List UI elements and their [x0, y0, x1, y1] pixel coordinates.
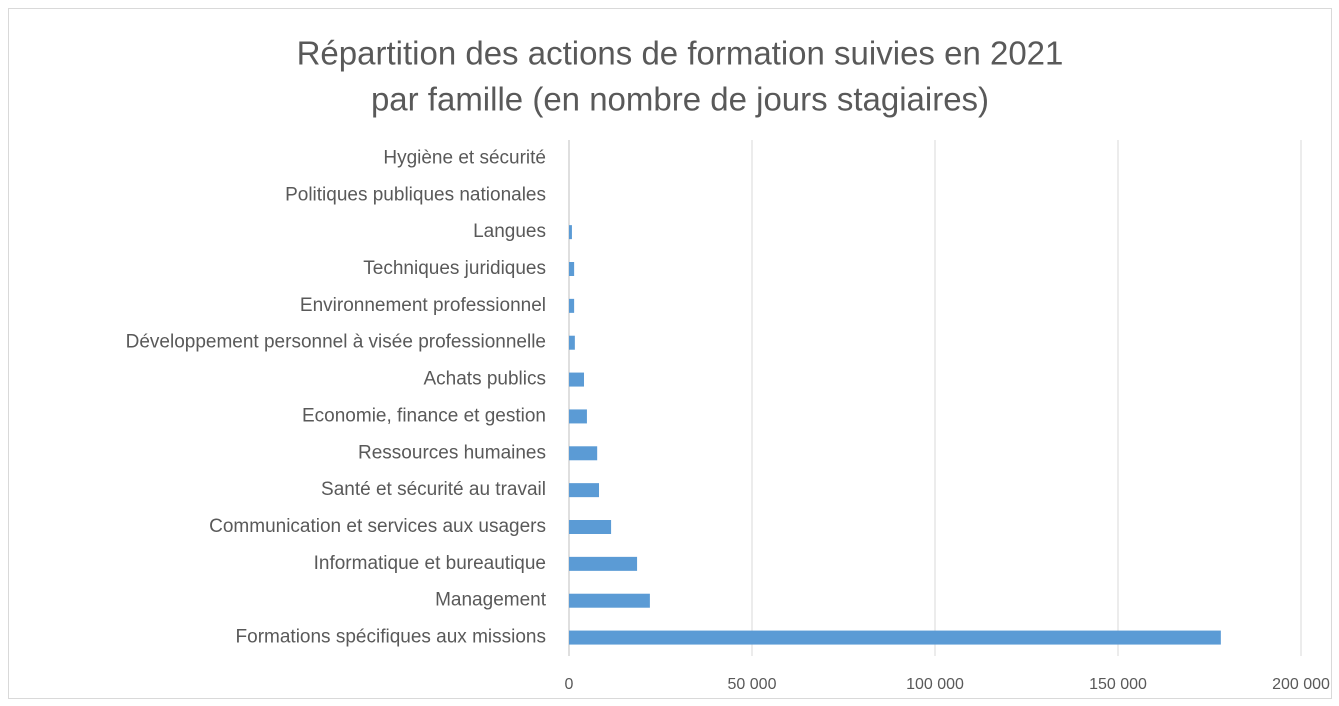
x-tick-label: 100 000: [906, 676, 964, 693]
x-tick-label: 200 000: [1272, 676, 1330, 693]
bar: [569, 483, 600, 498]
x-tick-label: 0: [565, 676, 574, 693]
y-tick-label: Management: [435, 590, 547, 611]
y-tick-label: Langues: [473, 221, 546, 242]
bar: [569, 262, 575, 276]
y-tick-label: Hygiène et sécurité: [383, 147, 546, 168]
bar: [569, 409, 587, 424]
chart-border: [8, 8, 1332, 699]
y-tick-label: Formations spécifiques aux missions: [236, 627, 546, 648]
bar: [569, 298, 575, 313]
y-tick-label: Développement personnel à visée professi…: [126, 332, 546, 353]
bar: [569, 630, 1221, 645]
y-tick-label: Economie, finance et gestion: [302, 405, 546, 426]
y-tick-label: Techniques juridiques: [363, 258, 546, 279]
bar: [569, 593, 650, 608]
bar: [569, 520, 612, 534]
chart-title: par famille (en nombre de jours stagiair…: [371, 81, 989, 118]
x-tick-label: 50 000: [728, 676, 777, 693]
bar: [569, 556, 638, 571]
y-tick-label: Ressources humaines: [358, 442, 546, 463]
y-tick-label: Achats publics: [423, 369, 546, 390]
y-tick-label: Communication et services aux usagers: [209, 516, 546, 537]
bar: [569, 335, 575, 350]
chart-title: Répartition des actions de formation sui…: [297, 35, 1064, 72]
bar: [569, 225, 572, 240]
y-tick-label: Environnement professionnel: [300, 295, 546, 316]
bar: [569, 372, 585, 387]
y-tick-label: Informatique et bureautique: [314, 553, 546, 574]
y-tick-label: Santé et sécurité au travail: [321, 479, 546, 500]
x-tick-label: 150 000: [1089, 676, 1147, 693]
bar: [569, 446, 598, 461]
y-tick-label: Politiques publiques nationales: [285, 184, 546, 205]
